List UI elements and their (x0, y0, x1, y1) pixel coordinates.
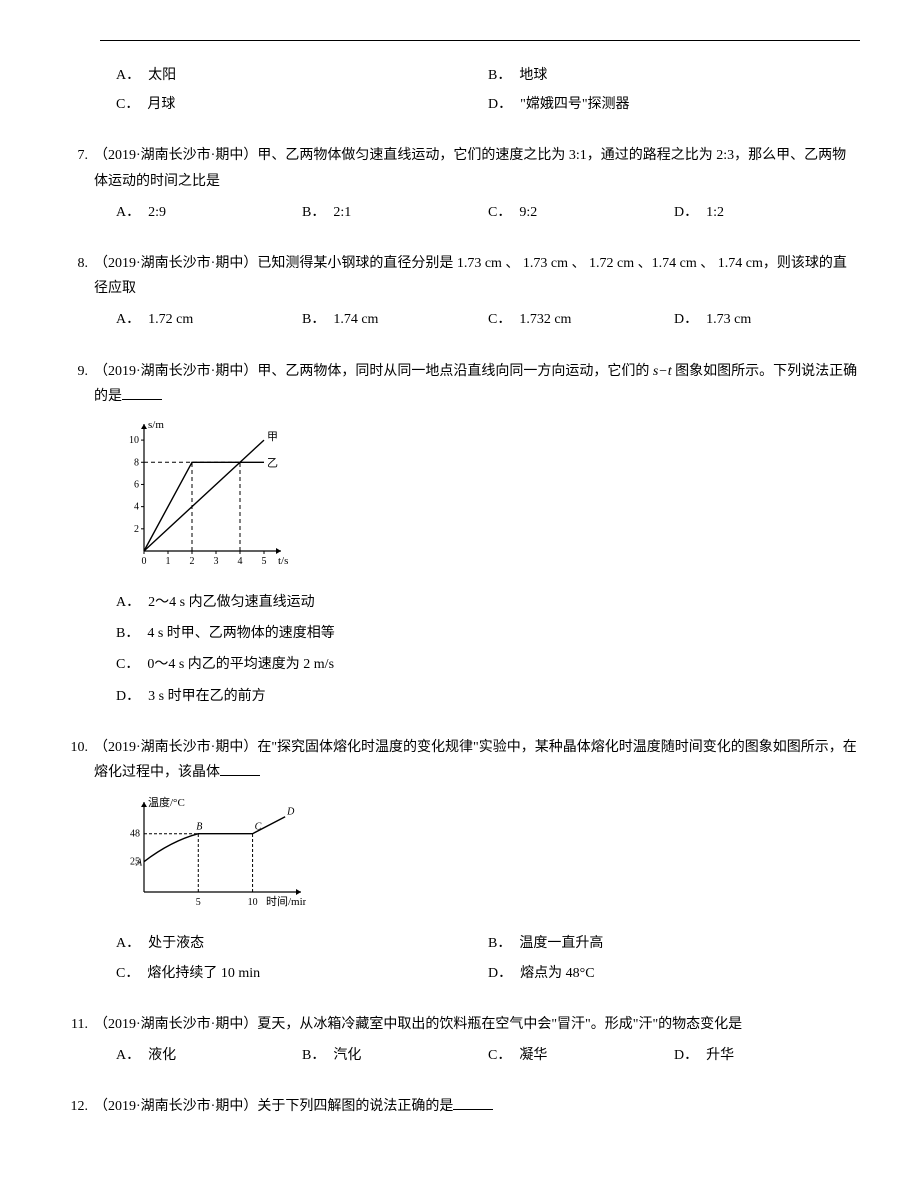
q8-option-b: B．1.74 cm (302, 305, 488, 334)
q10-num: 10. (66, 735, 94, 760)
q9-options: A．2～4 s 内乙做匀速直线运动 B．4 s 时甲、乙两物体的速度相等 C．0… (116, 588, 860, 711)
q11-option-c: C．凝华 (488, 1041, 674, 1070)
q6-option-c: C． 月球 (116, 90, 488, 119)
q12-text: （2019·湖南长沙市·期中）关于下列四解图的说法正确的是 (94, 1094, 860, 1119)
q11-source: （2019·湖南长沙市·期中） (94, 1017, 257, 1032)
q11-option-b: B．汽化 (302, 1041, 488, 1070)
q12-body: 关于下列四解图的说法正确的是 (257, 1099, 453, 1114)
svg-text:s/m: s/m (148, 419, 164, 431)
q11-option-d: D．升华 (674, 1041, 860, 1070)
q8-option-a: A．1.72 cm (116, 305, 302, 334)
q9-chart: 0 1 2 3 4 5 2 4 6 8 10 s/m t/s 甲乙 (116, 419, 860, 578)
blank-icon (122, 386, 162, 400)
question-9: 9. （2019·湖南长沙市·期中）甲、乙两物体，同时从同一地点沿直线向同一方向… (100, 359, 860, 711)
svg-text:D: D (286, 807, 295, 818)
q6-opt-a-text: 太阳 (148, 68, 176, 83)
q9-option-b: B．4 s 时甲、乙两物体的速度相等 (116, 619, 860, 648)
q11-num: 11. (66, 1012, 94, 1037)
q10-source: （2019·湖南长沙市·期中） (94, 740, 257, 755)
opt-label-a: A． (116, 68, 140, 83)
svg-text:B: B (196, 822, 202, 833)
q6-opt-b-text: 地球 (519, 68, 547, 83)
blank-icon (220, 762, 260, 776)
q7-text: （2019·湖南长沙市·期中）甲、乙两物体做匀速直线运动，它们的速度之比为 3:… (94, 143, 860, 193)
svg-text:0: 0 (142, 556, 147, 567)
q9-var: s−t (653, 364, 672, 379)
q11-option-a: A．液化 (116, 1041, 302, 1070)
q6-opt-c-text: 月球 (147, 97, 175, 112)
q11-text: （2019·湖南长沙市·期中）夏天，从冰箱冷藏室中取出的饮料瓶在空气中会"冒汗"… (94, 1012, 860, 1037)
question-6-options: A． 太阳 B． 地球 C． 月球 D． "嫦娥四号"探测器 (100, 61, 860, 119)
svg-text:2: 2 (134, 524, 139, 535)
q6-options: A． 太阳 B． 地球 C． 月球 D． "嫦娥四号"探测器 (116, 61, 860, 119)
svg-text:1: 1 (166, 556, 171, 567)
question-8: 8. （2019·湖南长沙市·期中）已知测得某小钢球的直径分别是 1.73 cm… (100, 251, 860, 335)
q10-option-c: C．熔化持续了 10 min (116, 959, 488, 988)
q10-option-d: D．熔点为 48°C (488, 959, 860, 988)
svg-text:48: 48 (130, 829, 140, 840)
svg-text:3: 3 (214, 556, 219, 567)
q9-option-a: A．2～4 s 内乙做匀速直线运动 (116, 588, 860, 617)
svg-text:C: C (255, 822, 262, 833)
svg-text:6: 6 (134, 479, 139, 490)
q8-option-c: C．1.732 cm (488, 305, 674, 334)
q10-text: （2019·湖南长沙市·期中）在"探究固体熔化时温度的变化规律"实验中，某种晶体… (94, 735, 860, 785)
svg-text:10: 10 (129, 435, 139, 446)
q9-text: （2019·湖南长沙市·期中）甲、乙两物体，同时从同一地点沿直线向同一方向运动，… (94, 359, 860, 409)
q8-option-d: D．1.73 cm (674, 305, 860, 334)
svg-text:8: 8 (134, 457, 139, 468)
q7-options: A．2:9 B．2:1 C．9:2 D．1:2 (116, 198, 860, 227)
q7-source: （2019·湖南长沙市·期中） (94, 148, 257, 163)
svg-text:10: 10 (248, 897, 258, 908)
q9-num: 9. (66, 359, 94, 384)
opt-label-b: B． (488, 68, 511, 83)
q6-option-b: B． 地球 (488, 61, 860, 90)
q8-source: （2019·湖南长沙市·期中） (94, 256, 257, 271)
q6-opt-d-text: "嫦娥四号"探测器 (520, 97, 629, 112)
opt-label-c: C． (116, 97, 139, 112)
q12-source: （2019·湖南长沙市·期中） (94, 1099, 257, 1114)
svg-text:5: 5 (196, 897, 201, 908)
svg-text:甲: 甲 (267, 431, 278, 443)
q11-body: 夏天，从冰箱冷藏室中取出的饮料瓶在空气中会"冒汗"。形成"汗"的物态变化是 (257, 1017, 742, 1032)
q6-option-d: D． "嫦娥四号"探测器 (488, 90, 860, 119)
q8-text: （2019·湖南长沙市·期中）已知测得某小钢球的直径分别是 1.73 cm 、 … (94, 251, 860, 301)
svg-text:t/s: t/s (278, 555, 288, 567)
q7-option-a: A．2:9 (116, 198, 302, 227)
question-7: 7. （2019·湖南长沙市·期中）甲、乙两物体做匀速直线运动，它们的速度之比为… (100, 143, 860, 227)
q6-option-a: A． 太阳 (116, 61, 488, 90)
svg-text:乙: 乙 (267, 456, 278, 469)
q7-option-b: B．2:1 (302, 198, 488, 227)
q7-num: 7. (66, 143, 94, 168)
q10-options: A．处于液态 B．温度一直升高 C．熔化持续了 10 min D．熔点为 48°… (116, 929, 860, 987)
q9-option-d: D．3 s 时甲在乙的前方 (116, 682, 860, 711)
q9-option-c: C．0～4 s 内乙的平均速度为 2 m/s (116, 650, 860, 679)
q9-body1: 甲、乙两物体，同时从同一地点沿直线向同一方向运动，它们的 (257, 364, 653, 379)
q9-source: （2019·湖南长沙市·期中） (94, 364, 257, 379)
top-divider (100, 40, 860, 41)
svg-text:4: 4 (134, 502, 139, 513)
question-11: 11. （2019·湖南长沙市·期中）夏天，从冰箱冷藏室中取出的饮料瓶在空气中会… (100, 1012, 860, 1070)
question-12: 12. （2019·湖南长沙市·期中）关于下列四解图的说法正确的是 (100, 1094, 860, 1119)
q12-num: 12. (66, 1094, 94, 1119)
svg-text:5: 5 (262, 556, 267, 567)
q10-option-b: B．温度一直升高 (488, 929, 860, 958)
opt-label-d: D． (488, 97, 512, 112)
q10-chart: ABCD5102548温度/°C时间/min (116, 795, 860, 919)
q10-option-a: A．处于液态 (116, 929, 488, 958)
blank-icon (453, 1096, 493, 1110)
q7-option-d: D．1:2 (674, 198, 860, 227)
q8-num: 8. (66, 251, 94, 276)
svg-text:温度/°C: 温度/°C (148, 795, 185, 809)
svg-text:4: 4 (238, 556, 243, 567)
question-10: 10. （2019·湖南长沙市·期中）在"探究固体熔化时温度的变化规律"实验中，… (100, 735, 860, 988)
q11-options: A．液化 B．汽化 C．凝华 D．升华 (116, 1041, 860, 1070)
svg-text:2: 2 (190, 556, 195, 567)
q7-option-c: C．9:2 (488, 198, 674, 227)
svg-text:25: 25 (130, 857, 140, 868)
q8-options: A．1.72 cm B．1.74 cm C．1.732 cm D．1.73 cm (116, 305, 860, 334)
svg-text:时间/min: 时间/min (266, 895, 306, 908)
